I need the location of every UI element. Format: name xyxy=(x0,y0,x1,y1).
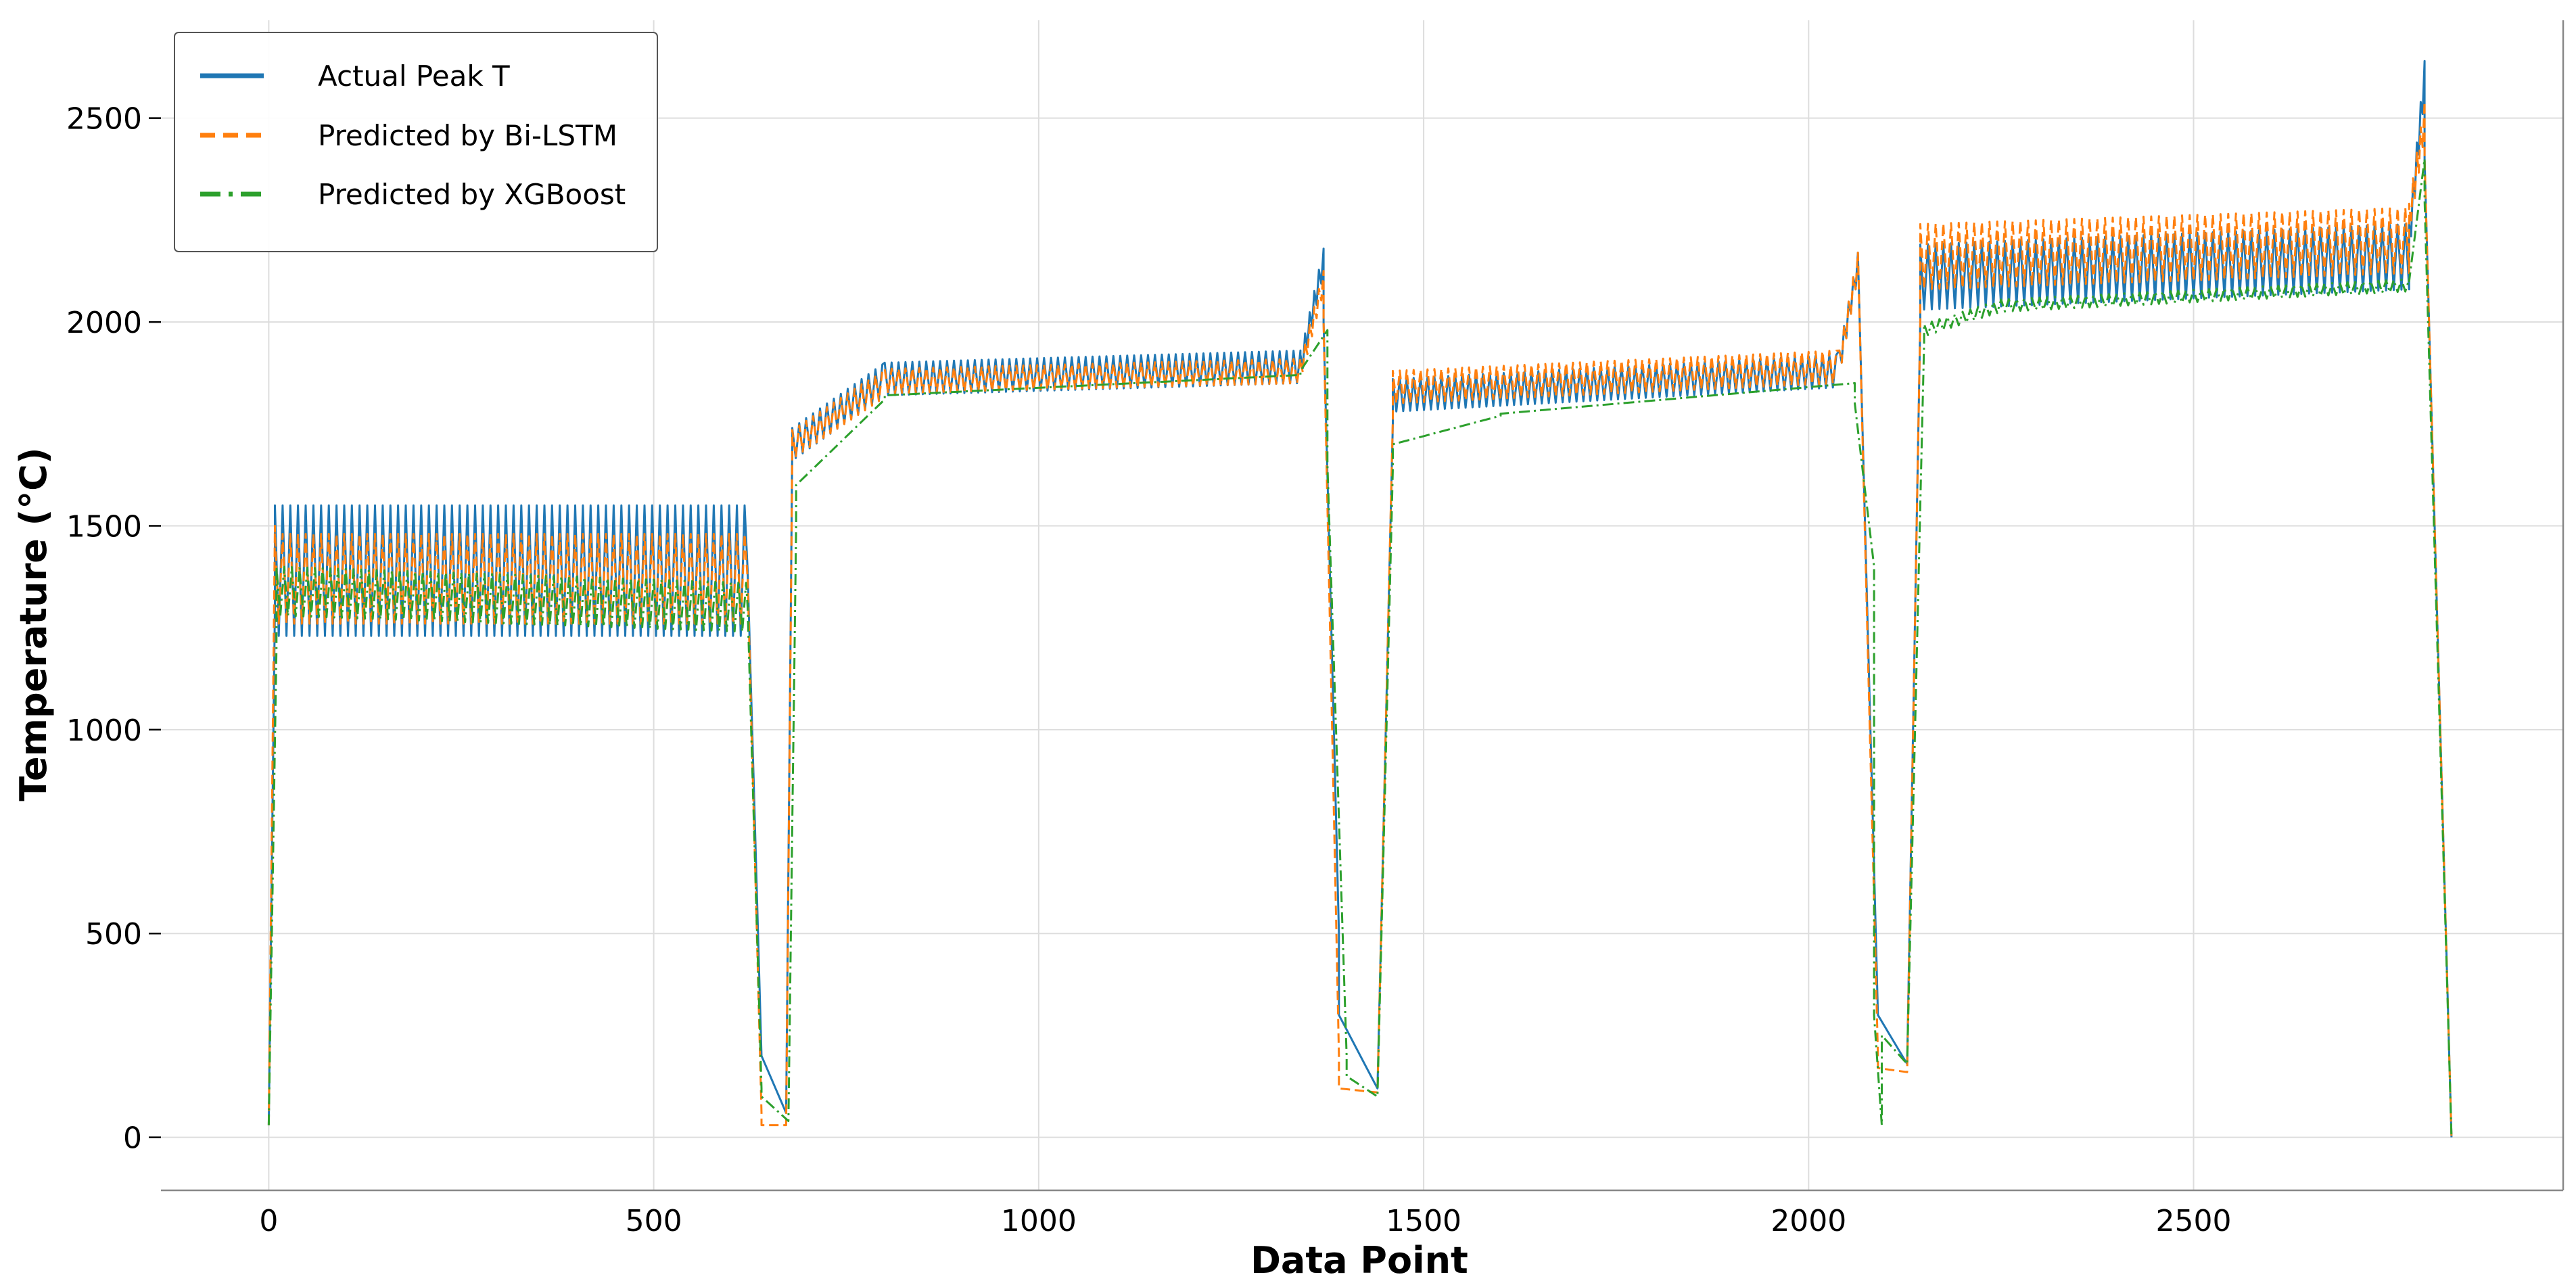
axes xyxy=(161,20,2565,1192)
x-tick-label: 1500 xyxy=(1386,1204,1461,1238)
x-tick-label: 2000 xyxy=(1771,1204,1846,1238)
tick-labels: 0 500 1000 1500 2000 2500 0 500 1000 1500 2000 2500 xyxy=(66,102,2232,1238)
series-lines xyxy=(267,60,2453,1138)
series-line-bilstm xyxy=(267,101,2453,1138)
legend: Actual Peak T Predicted by Bi-LSTM Predi… xyxy=(174,32,658,252)
x-axis-title: Data Point xyxy=(1250,1239,1468,1282)
x-tick-label: 1000 xyxy=(1001,1204,1077,1238)
x-tick-label: 500 xyxy=(626,1204,682,1238)
series-line-actual xyxy=(267,60,2453,1138)
x-tick-label: 0 xyxy=(259,1204,278,1238)
y-tick-label: 1500 xyxy=(66,509,142,544)
y-tick-label: 1000 xyxy=(66,714,142,748)
x-tick-label: 2500 xyxy=(2156,1204,2232,1238)
y-tick-label: 2000 xyxy=(66,306,142,340)
y-tick-label: 0 xyxy=(123,1121,142,1156)
y-tick-label: 2500 xyxy=(66,102,142,137)
legend-label-actual: Actual Peak T xyxy=(318,60,510,93)
series-line-xgboost xyxy=(267,158,2453,1138)
y-tick-label: 500 xyxy=(85,917,142,952)
legend-label-xgboost: Predicted by XGBoost xyxy=(318,178,626,211)
legend-box xyxy=(174,32,658,252)
y-axis-title: Temperature (°C) xyxy=(12,447,55,801)
legend-label-bilstm: Predicted by Bi-LSTM xyxy=(318,119,617,152)
